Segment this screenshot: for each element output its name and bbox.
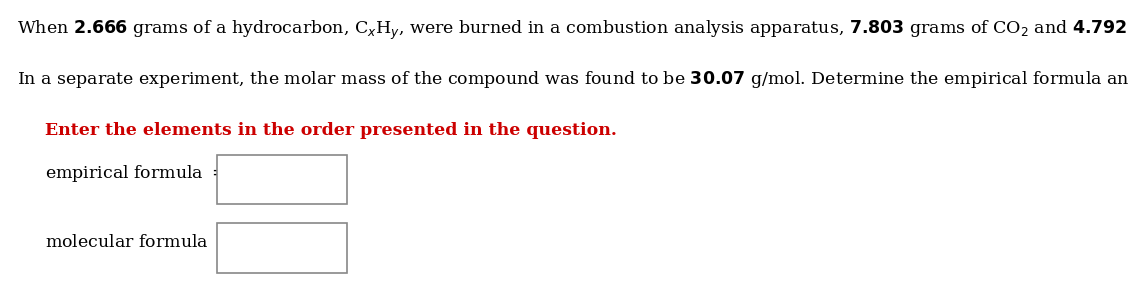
Text: Enter the elements in the order presented in the question.: Enter the elements in the order presente… [45,122,618,139]
Text: When $\mathbf{2.666}$ grams of a hydrocarbon, C$_x$H$_y$, were burned in a combu: When $\mathbf{2.666}$ grams of a hydroca… [17,19,1129,42]
Text: In a separate experiment, the molar mass of the compound was found to be $\mathb: In a separate experiment, the molar mass… [17,69,1129,90]
Text: empirical formula $=$: empirical formula $=$ [45,164,226,184]
Bar [217,155,347,204]
Bar [217,223,347,273]
Text: molecular formula $=$: molecular formula $=$ [45,234,231,251]
